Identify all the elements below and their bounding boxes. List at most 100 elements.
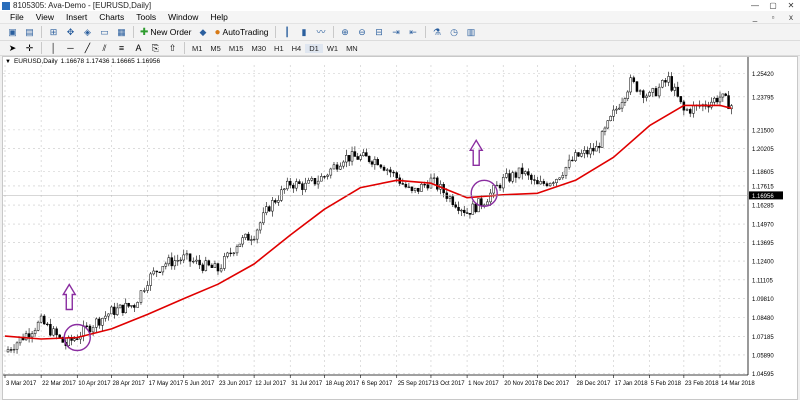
candle-body (620, 102, 624, 109)
candle-body (173, 260, 177, 267)
candle-body (33, 330, 37, 334)
candle-body (304, 182, 307, 190)
chart-header: ▼ EURUSD,Daily 1.16678 1.17436 1.16665 1… (5, 58, 160, 65)
candle-body (362, 152, 365, 157)
autoscroll-icon[interactable]: ⇥ (392, 27, 400, 37)
candle-body (462, 209, 466, 213)
candle-body (91, 327, 95, 333)
menu-file[interactable]: File (10, 12, 24, 22)
templates-icon[interactable]: ▥ (466, 27, 476, 37)
indicators-icon[interactable]: ⚗ (432, 27, 442, 37)
zoom-out-icon[interactable]: ⊖ (358, 27, 366, 37)
minimize-button[interactable]: — (751, 1, 759, 10)
profiles-icon[interactable]: ▤ (25, 27, 34, 37)
candle-body (261, 212, 265, 224)
market-watch-icon[interactable]: ⊞ (49, 27, 58, 37)
candle-body (514, 172, 518, 178)
candle-body (342, 161, 345, 167)
fibonacci-icon[interactable]: ≡ (118, 43, 125, 53)
new-order-button[interactable]: ✚ New Order (140, 27, 191, 38)
window-title: 8105305: Ava-Demo - [EURUSD,Daily] (13, 1, 152, 10)
candle-body (468, 213, 472, 215)
child-close-button[interactable]: x (789, 12, 793, 22)
strategy-tester-icon[interactable]: ▦ (117, 27, 126, 37)
candle-body (583, 149, 586, 154)
label-icon[interactable]: ⎘ (151, 43, 160, 53)
metaeditor-icon[interactable]: ◆ (199, 27, 207, 37)
timeframe-d1[interactable]: D1 (305, 43, 323, 53)
candle-body (170, 257, 174, 267)
candle-body (571, 159, 574, 162)
candle-body (350, 151, 354, 162)
candle-body (271, 200, 274, 212)
line-chart-icon[interactable]: 〰 (316, 27, 326, 37)
candlestick-icon[interactable]: ▮ (301, 27, 307, 37)
candle-body (474, 203, 477, 213)
child-minimize-button[interactable]: _ (752, 12, 758, 22)
candle-body (320, 176, 323, 182)
candle-body (213, 263, 217, 268)
annotation-circle (470, 179, 498, 208)
candle-body (247, 233, 250, 241)
channel-icon[interactable]: ⫽ (102, 43, 107, 53)
timeframe-mn[interactable]: MN (346, 43, 358, 53)
candle-body (426, 184, 430, 189)
candle-body (27, 333, 31, 338)
periods-icon[interactable]: ◷ (450, 27, 458, 37)
text-icon[interactable]: A (135, 43, 142, 53)
timeframe-h4[interactable]: H4 (291, 43, 302, 53)
current-price-label: 1.16956 (752, 194, 774, 200)
candle-body (124, 302, 128, 314)
candle-body (250, 239, 253, 241)
candle-body (410, 186, 414, 191)
candle-body (73, 338, 76, 341)
menu-window[interactable]: Window (168, 12, 199, 22)
candle-body (495, 184, 499, 187)
menu-charts[interactable]: Charts (99, 12, 125, 22)
vertical-line-icon[interactable]: │ (50, 43, 57, 53)
crosshair-icon[interactable]: ✛ (25, 43, 34, 53)
timeframe-m30[interactable]: M30 (251, 43, 267, 53)
close-button[interactable]: ✕ (787, 1, 795, 10)
timeframe-w1[interactable]: W1 (326, 43, 339, 53)
data-window-icon[interactable]: ◈ (84, 27, 91, 37)
cursor-icon[interactable]: ➤ (8, 43, 17, 53)
trendline-icon[interactable]: ╱ (84, 43, 91, 53)
x-tick-label: 5 Jun 2017 (185, 381, 215, 387)
maximize-button[interactable]: ▢ (769, 1, 777, 10)
price-chart[interactable]: 1.25420 1.23795 1.21500 1.20205 1.18605 1.176… (3, 57, 797, 399)
autotrading-button[interactable]: ● AutoTrading (214, 27, 268, 38)
timeframe-m15[interactable]: M15 (228, 43, 244, 53)
menu-view[interactable]: View (35, 12, 54, 22)
chart-shift-icon[interactable]: ⇤ (409, 27, 417, 37)
candle-body (18, 337, 22, 344)
candle-body (692, 105, 695, 114)
menu-tools[interactable]: Tools (136, 12, 157, 22)
candle-body (146, 285, 149, 291)
navigator-icon[interactable]: ✥ (66, 27, 75, 37)
candle-body (667, 76, 670, 83)
timeframe-m5[interactable]: M5 (210, 43, 221, 53)
candle-body (597, 146, 601, 148)
candle-body (612, 109, 615, 117)
menu-help[interactable]: Help (210, 12, 228, 22)
timeframe-m1[interactable]: M1 (192, 43, 203, 53)
candle-body (545, 183, 549, 187)
child-restore-button[interactable]: ▫ (771, 12, 775, 22)
bar-chart-icon[interactable]: ┃ (284, 27, 290, 37)
candle-body (252, 238, 256, 241)
zoom-in-icon[interactable]: ⊕ (341, 27, 349, 37)
new-chart-icon[interactable]: ▣ (8, 27, 17, 37)
candle-body (577, 152, 580, 157)
candle-body (113, 306, 116, 315)
menu-insert[interactable]: Insert (65, 12, 88, 22)
candle-body (98, 318, 101, 326)
y-tick-label: 1.05890 (752, 353, 774, 359)
chart-window[interactable]: ▼ EURUSD,Daily 1.16678 1.17436 1.16665 1… (2, 56, 798, 400)
horizontal-line-icon[interactable]: ─ (67, 43, 74, 53)
terminal-icon[interactable]: ▭ (100, 27, 109, 37)
timeframe-h1[interactable]: H1 (274, 43, 284, 53)
arrows-icon[interactable]: ⇧ (168, 43, 177, 53)
tile-icon[interactable]: ⊟ (375, 27, 383, 37)
candle-body (195, 259, 198, 262)
